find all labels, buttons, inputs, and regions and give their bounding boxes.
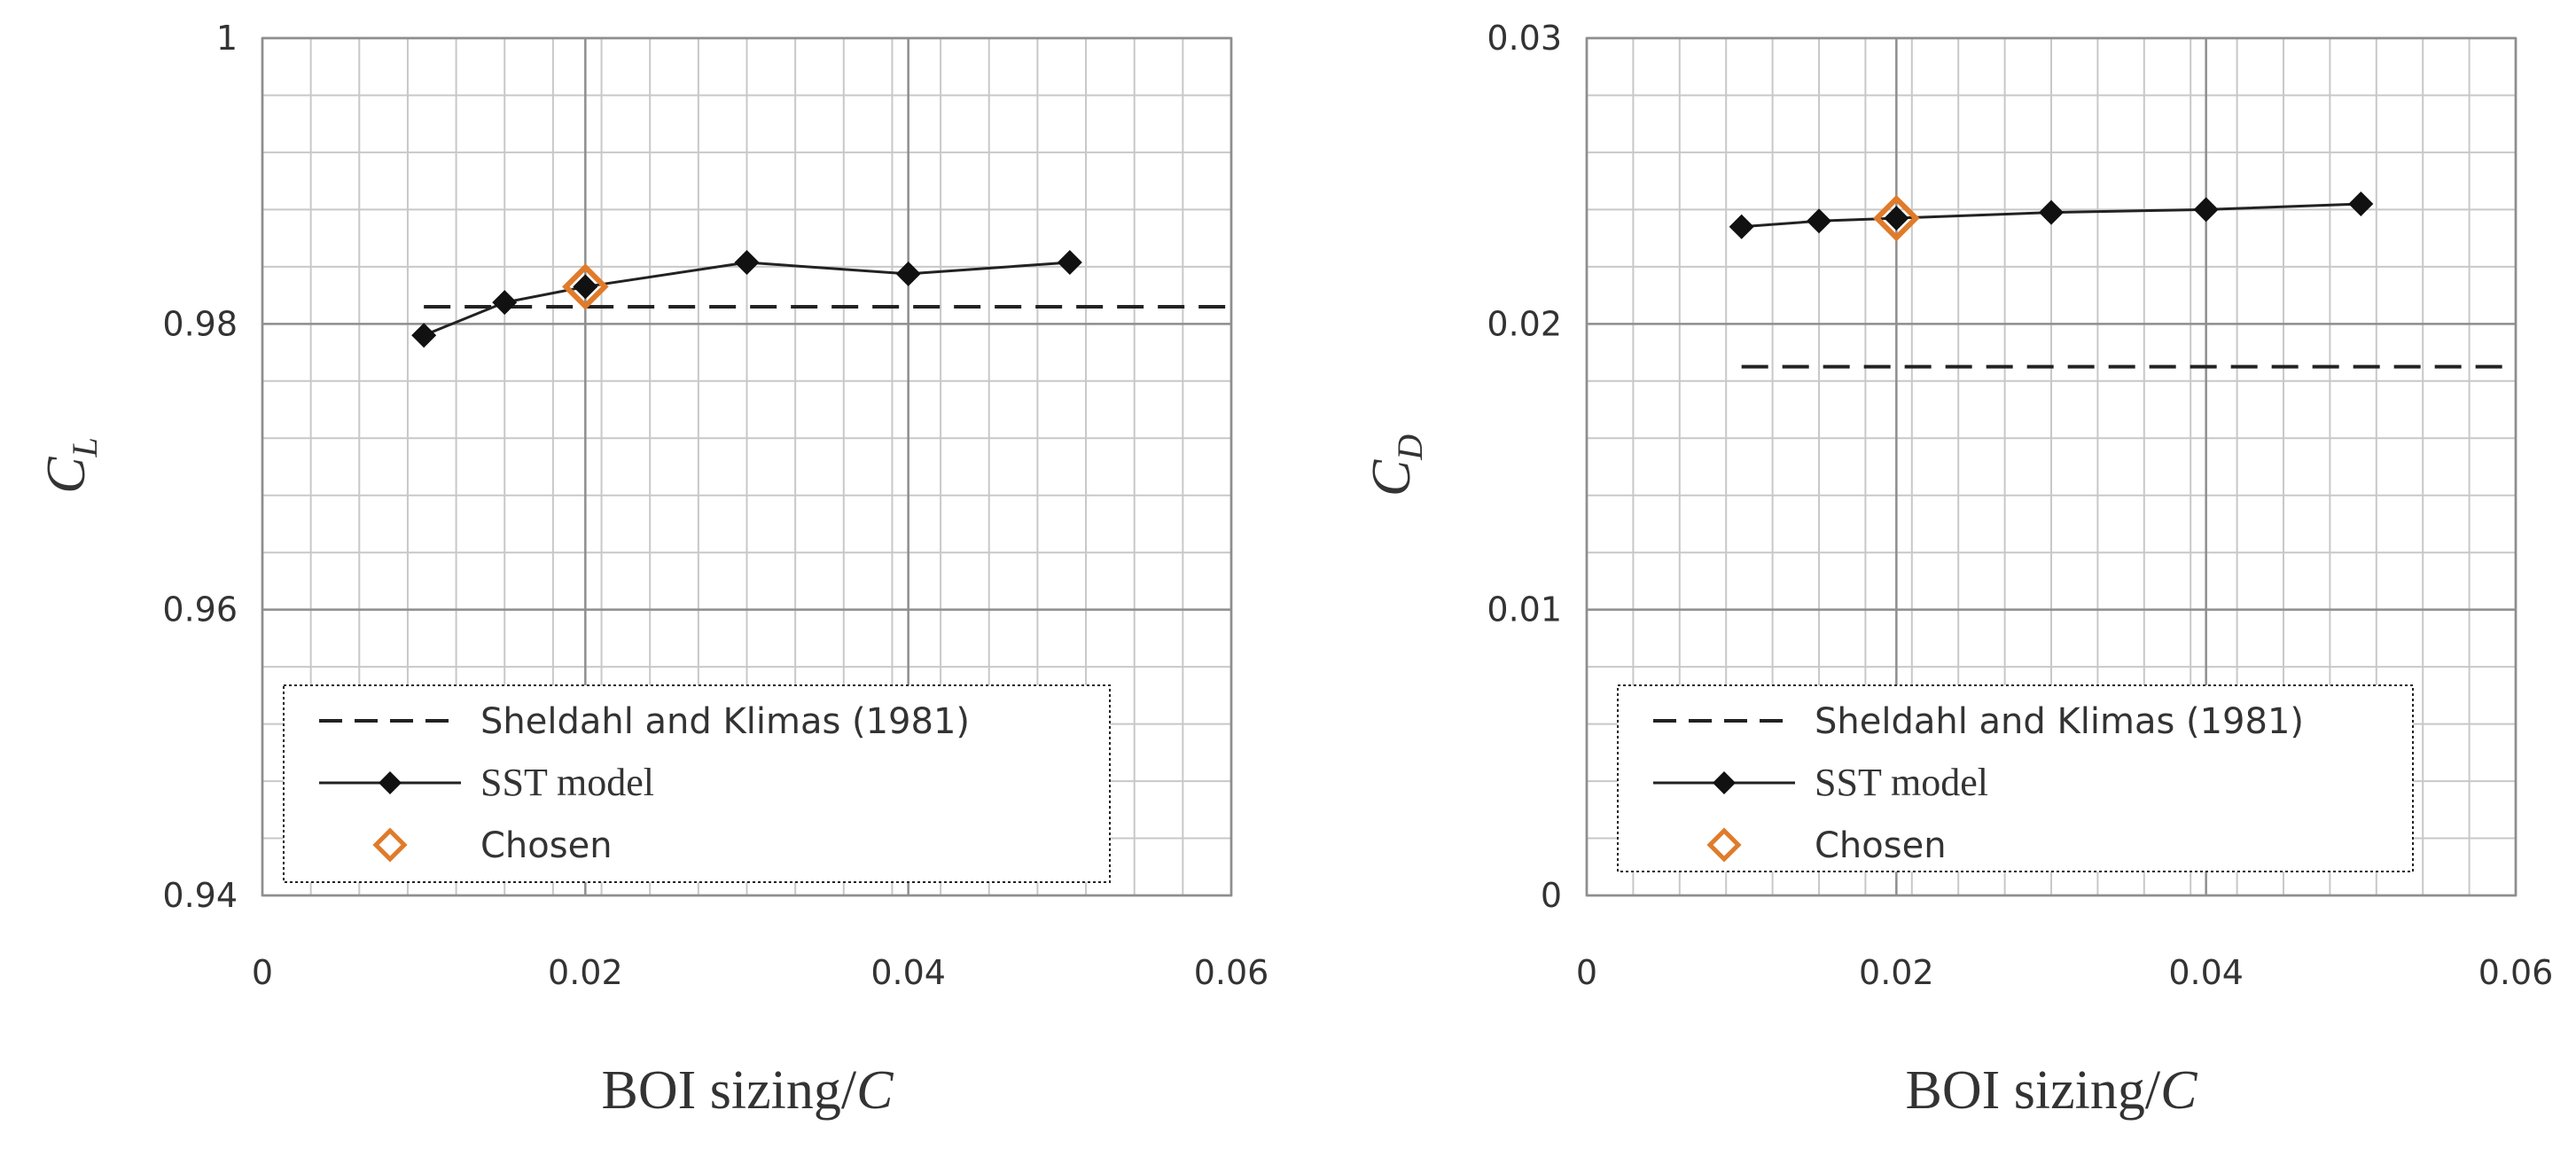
x-axis-label-main: BOI sizing/ — [602, 1060, 857, 1121]
legend-symbol-sst-marker — [1713, 771, 1736, 794]
chosen-marker — [562, 263, 609, 310]
x-axis-label-main: BOI sizing/ — [1906, 1060, 2161, 1121]
y-tick-label: 0.01 — [1487, 590, 1562, 629]
y-axis-label-subscript: D — [1390, 434, 1430, 461]
x-tick-label: 0.06 — [1194, 953, 1269, 992]
y-tick-label: 0.02 — [1487, 304, 1562, 343]
plot-area-frame — [261, 36, 1233, 897]
x-tick-label: 0.04 — [2168, 953, 2244, 992]
series-marker-sst — [895, 261, 921, 286]
y-tick-label: 0.98 — [162, 304, 238, 343]
series-line-sst — [423, 261, 1070, 337]
legend: Sheldahl and Klimas (1981) SST model Chose… — [283, 684, 1111, 883]
x-tick-label: 0.06 — [2478, 953, 2554, 992]
legend-label-sst: SST model — [480, 761, 654, 804]
y-axis-label: CL — [36, 437, 105, 494]
series-marker-sst — [2193, 197, 2219, 223]
series-marker-sst — [573, 274, 598, 300]
legend-symbol-chosen — [372, 827, 408, 863]
x-axis-label-italic: C — [2160, 1060, 2197, 1121]
y-tick-label: 0 — [1541, 876, 1562, 915]
series-marker-sst — [411, 323, 437, 348]
y-axis-label-main: C — [1362, 459, 1422, 496]
y-tick-label: 0.94 — [162, 876, 238, 915]
legend-label-sst: SST model — [1815, 761, 1988, 804]
legend-frame — [1617, 684, 2414, 872]
series-marker-sst — [1884, 206, 1909, 231]
y-axis-label-main: C — [36, 457, 97, 494]
series-line-sst — [1741, 202, 2361, 229]
x-tick-label: 0.04 — [870, 953, 946, 992]
y-axis-label-subscript: L — [65, 437, 105, 457]
legend: Sheldahl and Klimas (1981) SST model Chose… — [1617, 684, 2414, 872]
x-tick-label: 0.02 — [548, 953, 623, 992]
chosen-marker — [1873, 194, 1920, 242]
x-axis-label: BOI sizing/C — [602, 1060, 894, 1121]
y-tick-label: 0.03 — [1487, 19, 1562, 58]
series-marker-sst — [2348, 191, 2374, 216]
x-tick-label: 0 — [1576, 953, 1597, 992]
y-axis-label: CD — [1362, 434, 1430, 496]
legend-symbol-chosen — [1706, 827, 1742, 863]
series-marker-sst — [734, 250, 760, 276]
legend-label-chosen: Chosen — [480, 825, 613, 866]
y-tick-label: 0.96 — [162, 590, 238, 629]
legend-symbol-sst-marker — [379, 771, 402, 794]
legend-label-chosen: Chosen — [1815, 825, 1947, 866]
plot-area-frame — [1585, 36, 2517, 897]
x-axis-label-italic: C — [856, 1060, 894, 1121]
y-tick-label: 1 — [216, 19, 238, 58]
x-tick-label: 0 — [252, 953, 273, 992]
legend-label-reference: Sheldahl and Klimas (1981) — [480, 701, 970, 742]
series-marker-sst — [1807, 208, 1831, 234]
series-marker-sst — [1729, 214, 1754, 239]
series-marker-sst — [1057, 250, 1082, 276]
series-marker-sst — [492, 290, 518, 316]
x-tick-label: 0.02 — [1859, 953, 1934, 992]
legend-label-reference: Sheldahl and Klimas (1981) — [1815, 701, 2304, 742]
x-axis-label: BOI sizing/C — [1906, 1060, 2198, 1121]
series-marker-sst — [2039, 199, 2064, 225]
